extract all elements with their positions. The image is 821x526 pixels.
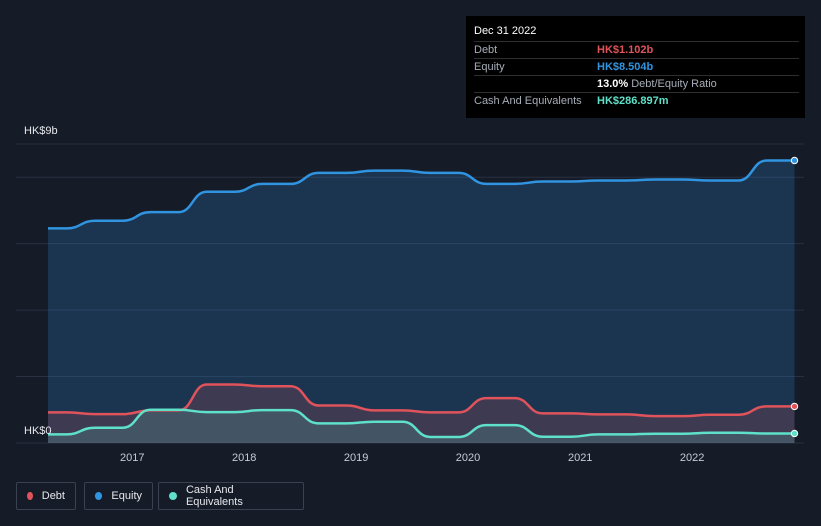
equity-endpoint [790,156,799,165]
debt-area [48,384,795,443]
tooltip-ratio-value: 13.0% [597,78,629,90]
tooltip-row-ratio: 13.0% Debt/Equity Ratio [474,75,799,92]
tooltip-equity-value: HK$8.504b [597,61,654,73]
tooltip-cash-value: HK$286.897m [597,95,669,107]
tooltip-row-equity: Equity HK$8.504b [474,58,799,75]
legend-item-equity[interactable]: Equity [84,482,153,510]
debt-legend-dot [27,492,33,500]
tooltip-debt-value: HK$1.102b [597,44,654,56]
y-tick-label: HK$0 [24,425,52,437]
x-tick-label: 2018 [232,452,256,464]
gridlines [16,143,804,444]
y-tick-label: HK$9b [24,125,58,137]
equity-area [48,160,795,443]
cash-and-equivalents-endpoint [790,429,799,438]
tooltip-row-cash: Cash And Equivalents HK$286.897m [474,92,799,109]
y-axis-labels: HK$9b HK$0 [24,125,58,437]
legend-debt-label: Debt [41,490,65,502]
x-axis-labels: 2017 2018 2019 2020 2021 2022 [120,452,704,464]
x-tick-label: 2020 [456,452,480,464]
tooltip-ratio-label: Debt/Equity Ratio [631,78,717,90]
series-areas [48,160,795,443]
x-tick-label: 2019 [344,452,368,464]
x-tick-label: 2022 [680,452,704,464]
series-endpoints [790,156,799,438]
x-tick-label: 2021 [568,452,592,464]
legend-item-cash[interactable]: Cash And Equivalents [158,482,304,510]
equity-line [47,159,795,230]
x-tick-label: 2017 [120,452,144,464]
legend-item-debt[interactable]: Debt [16,482,76,510]
cash-and-equivalents-line [47,408,795,439]
tooltip-equity-label: Equity [474,61,505,73]
tooltip-cash-label: Cash And Equivalents [474,95,582,107]
legend-cash-label: Cash And Equivalents [185,484,243,508]
debt-endpoint [790,402,799,411]
equity-legend-dot [95,492,103,500]
data-tooltip: Dec 31 2022 Debt HK$1.102b Equity HK$8.5… [466,16,805,118]
tooltip-date: Dec 31 2022 [474,25,537,37]
series-lines [47,159,795,439]
tooltip-row-debt: Debt HK$1.102b [474,41,799,58]
cash-legend-dot [169,492,177,500]
legend-equity-label: Equity [111,490,142,502]
tooltip-debt-label: Debt [474,44,498,56]
